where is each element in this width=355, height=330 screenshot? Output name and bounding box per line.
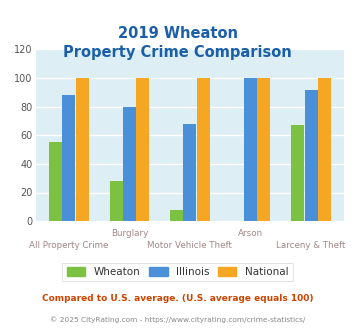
Text: Property Crime Comparison: Property Crime Comparison (63, 45, 292, 60)
Text: 2019 Wheaton: 2019 Wheaton (118, 25, 237, 41)
Text: Larceny & Theft: Larceny & Theft (276, 241, 346, 250)
Text: Motor Vehicle Theft: Motor Vehicle Theft (147, 241, 233, 250)
Bar (76, 78, 89, 221)
Text: All Property Crime: All Property Crime (29, 241, 109, 250)
Bar (49, 143, 62, 221)
Text: © 2025 CityRating.com - https://www.cityrating.com/crime-statistics/: © 2025 CityRating.com - https://www.city… (50, 317, 305, 323)
Bar (136, 78, 149, 221)
Legend: Wheaton, Illinois, National: Wheaton, Illinois, National (62, 263, 293, 281)
Bar (184, 124, 196, 221)
Bar (197, 78, 210, 221)
Bar (244, 78, 257, 221)
Bar (257, 78, 270, 221)
Bar (62, 95, 75, 221)
Bar (123, 107, 136, 221)
Text: Burglary: Burglary (111, 229, 148, 238)
Text: Compared to U.S. average. (U.S. average equals 100): Compared to U.S. average. (U.S. average … (42, 294, 313, 303)
Bar (291, 125, 304, 221)
Bar (305, 89, 317, 221)
Bar (318, 78, 331, 221)
Text: Arson: Arson (238, 229, 263, 238)
Bar (110, 181, 122, 221)
Bar (170, 210, 183, 221)
